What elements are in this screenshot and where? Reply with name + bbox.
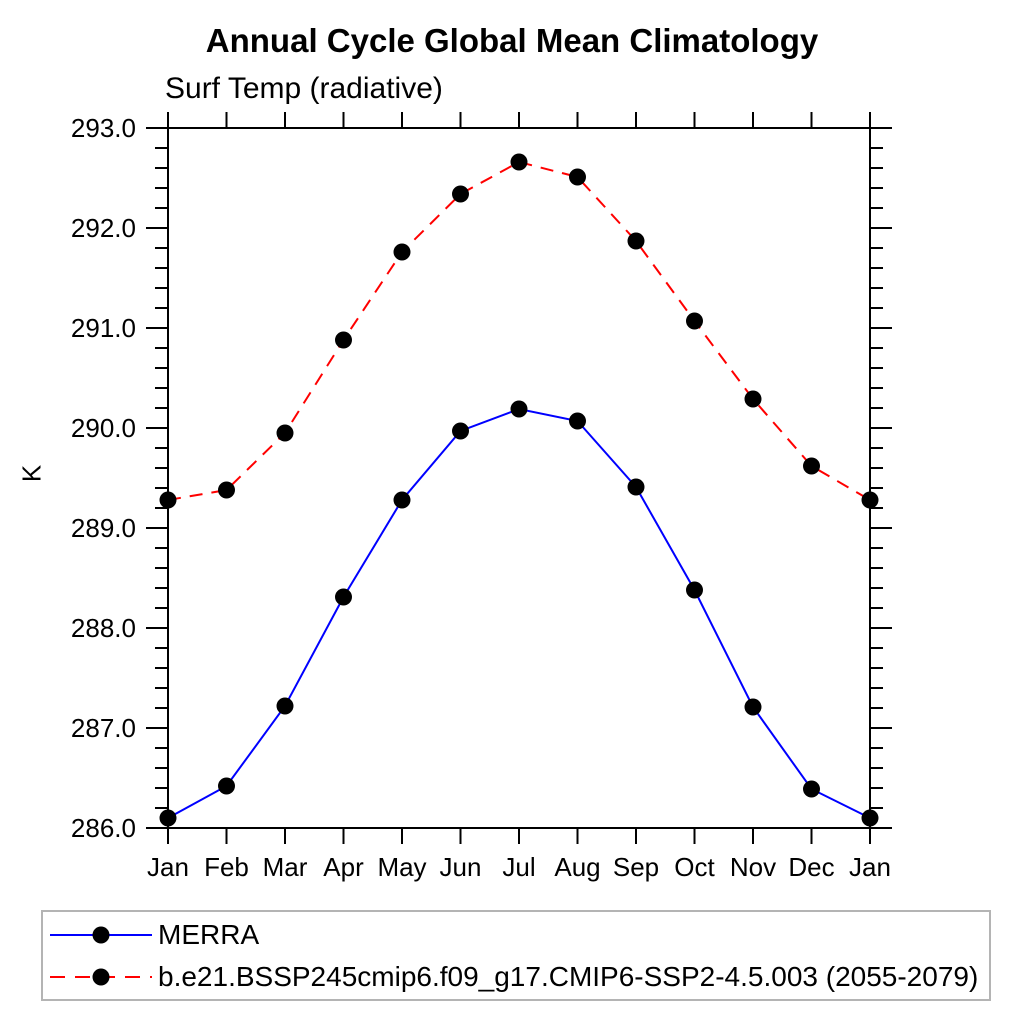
x-tick-label: Jul xyxy=(502,852,535,882)
x-tick-label: Oct xyxy=(674,852,715,882)
merra-data-point xyxy=(803,780,820,798)
model-data-point xyxy=(159,491,177,509)
y-tick-label: 287.0 xyxy=(71,713,136,743)
merra-data-point xyxy=(510,400,528,418)
merra-data-point xyxy=(744,698,762,716)
model-line-sample-icon xyxy=(50,968,152,986)
y-tick-label: 291.0 xyxy=(71,313,136,343)
merra-data-point xyxy=(393,491,411,509)
x-tick-label: Nov xyxy=(730,852,776,882)
x-tick-label: Apr xyxy=(323,852,364,882)
y-tick-label: 288.0 xyxy=(71,613,136,643)
chart-subtitle: Surf Temp (radiative) xyxy=(165,72,443,105)
x-tick-label: Jan xyxy=(849,852,891,882)
x-tick-label: Dec xyxy=(788,852,834,882)
model-data-point xyxy=(393,243,411,261)
y-tick-label: 293.0 xyxy=(71,113,136,143)
legend-label-merra: MERRA xyxy=(158,919,260,950)
merra-data-point xyxy=(569,412,586,430)
x-tick-label: Sep xyxy=(613,852,659,882)
model-data-point xyxy=(803,457,820,475)
model-data-point xyxy=(686,312,703,330)
merra-data-point xyxy=(335,588,352,606)
model-data-point xyxy=(744,390,762,408)
legend-entry-model: b.e21.BSSP245cmip6.f09_g17.CMIP6-SSP2-4.… xyxy=(46,957,978,997)
chart-title: Annual Cycle Global Mean Climatology xyxy=(205,22,819,59)
x-tick-label: Mar xyxy=(263,852,308,882)
merra-line-sample-icon xyxy=(50,926,152,944)
model-data-point xyxy=(452,185,469,203)
y-tick-label: 290.0 xyxy=(71,413,136,443)
merra-data-point xyxy=(686,581,703,599)
y-tick-label: 289.0 xyxy=(71,513,136,543)
merra-data-point xyxy=(627,478,645,496)
model-data-point xyxy=(510,153,528,171)
model-data-point xyxy=(861,491,879,509)
y-tick-label: 286.0 xyxy=(71,813,136,843)
legend: MERRA b.e21.BSSP245cmip6.f09_g17.CMIP6-S… xyxy=(41,910,991,1001)
x-tick-label: Aug xyxy=(554,852,600,882)
x-tick-label: May xyxy=(377,852,426,882)
merra-data-point xyxy=(218,777,235,795)
x-tick-label: Feb xyxy=(204,852,249,882)
merra-data-point xyxy=(276,697,294,715)
model-data-point xyxy=(218,481,235,499)
legend-label-model: b.e21.BSSP245cmip6.f09_g17.CMIP6-SSP2-4.… xyxy=(158,961,979,992)
model-data-point xyxy=(335,331,352,349)
model-data-point xyxy=(276,424,294,442)
merra-data-point xyxy=(452,422,469,440)
model-data-point xyxy=(627,232,645,250)
model-data-point xyxy=(569,168,586,186)
x-tick-label: Jan xyxy=(147,852,189,882)
legend-entry-merra: MERRA xyxy=(46,915,259,955)
y-tick-label: 292.0 xyxy=(71,213,136,243)
merra-line xyxy=(167,407,871,819)
merra-data-point xyxy=(861,809,879,827)
merra-data-point xyxy=(159,809,177,827)
x-tick-label: Jun xyxy=(440,852,482,882)
model-line xyxy=(167,160,871,501)
